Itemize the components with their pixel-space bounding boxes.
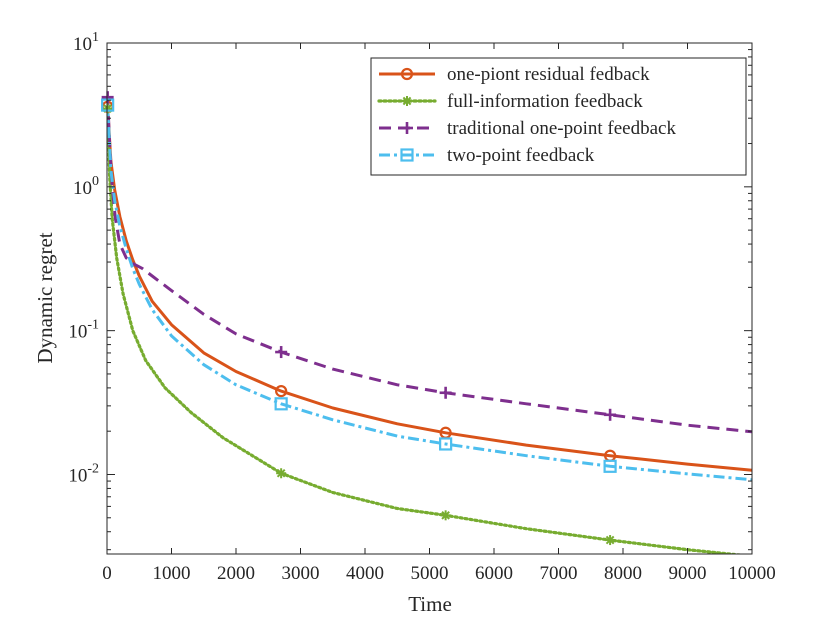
legend-label-4: two-point feedback [447, 145, 595, 166]
legend: one-piont residual fedback full-informati… [370, 57, 747, 176]
series-line-4 [107, 105, 752, 482]
legend-marker-1 [400, 67, 414, 81]
series-4-marker-2 [274, 397, 288, 411]
series-3-marker-2 [275, 346, 288, 359]
x-tick-label: 0 [102, 563, 112, 584]
legend-label-3: traditional one-point feedback [447, 118, 676, 139]
series-line-3 [107, 97, 752, 434]
y-tick-label: 10-1 [68, 318, 99, 343]
series-1-marker-2 [275, 384, 288, 398]
y-tick-label: 101 [73, 30, 99, 55]
legend-label-2: full-information feedback [447, 91, 643, 112]
series-3-marker-1 [101, 91, 114, 104]
x-tick-label: 10000 [728, 563, 776, 584]
x-tick-label: 4000 [346, 563, 384, 584]
y-tick-label: 100 [73, 174, 99, 199]
series-line-2 [107, 106, 746, 554]
y-axis-label: Dynamic regret [33, 232, 57, 363]
x-axis-label: Time [408, 592, 452, 616]
series-3-marker-3 [439, 386, 452, 399]
series-line-1 [107, 106, 752, 472]
series-2-marker-3 [440, 510, 451, 521]
series-layer [107, 97, 752, 554]
x-tick-label: 8000 [604, 563, 642, 584]
x-tick-label: 5000 [411, 563, 449, 584]
series-4-marker-4 [603, 459, 617, 473]
x-axis: 0 1000 2000 3000 4000 5000 6000 7000 8000 9000 100… [102, 43, 776, 584]
series-2-marker-4 [605, 535, 616, 546]
y-tick-label: 10-2 [68, 461, 99, 486]
series-2-marker-2 [276, 468, 287, 479]
x-tick-label: 1000 [153, 563, 191, 584]
legend-label-1: one-piont residual fedback [447, 64, 650, 85]
x-tick-label: 3000 [282, 563, 320, 584]
legend-marker-3 [401, 122, 413, 134]
y-axis: 101 100 10-1 10-2 [68, 30, 752, 551]
series-4-marker-1 [101, 98, 115, 112]
series-2-marker-1 [102, 103, 113, 114]
x-tick-label: 9000 [669, 563, 707, 584]
series-3-marker-4 [604, 408, 617, 421]
x-tick-label: 7000 [540, 563, 578, 584]
series-4-marker-3 [439, 437, 453, 451]
x-tick-label: 2000 [217, 563, 255, 584]
legend-marker-2 [402, 96, 412, 106]
marker-layer [101, 91, 617, 546]
legend-marker-4 [400, 148, 414, 162]
x-tick-label: 6000 [475, 563, 513, 584]
